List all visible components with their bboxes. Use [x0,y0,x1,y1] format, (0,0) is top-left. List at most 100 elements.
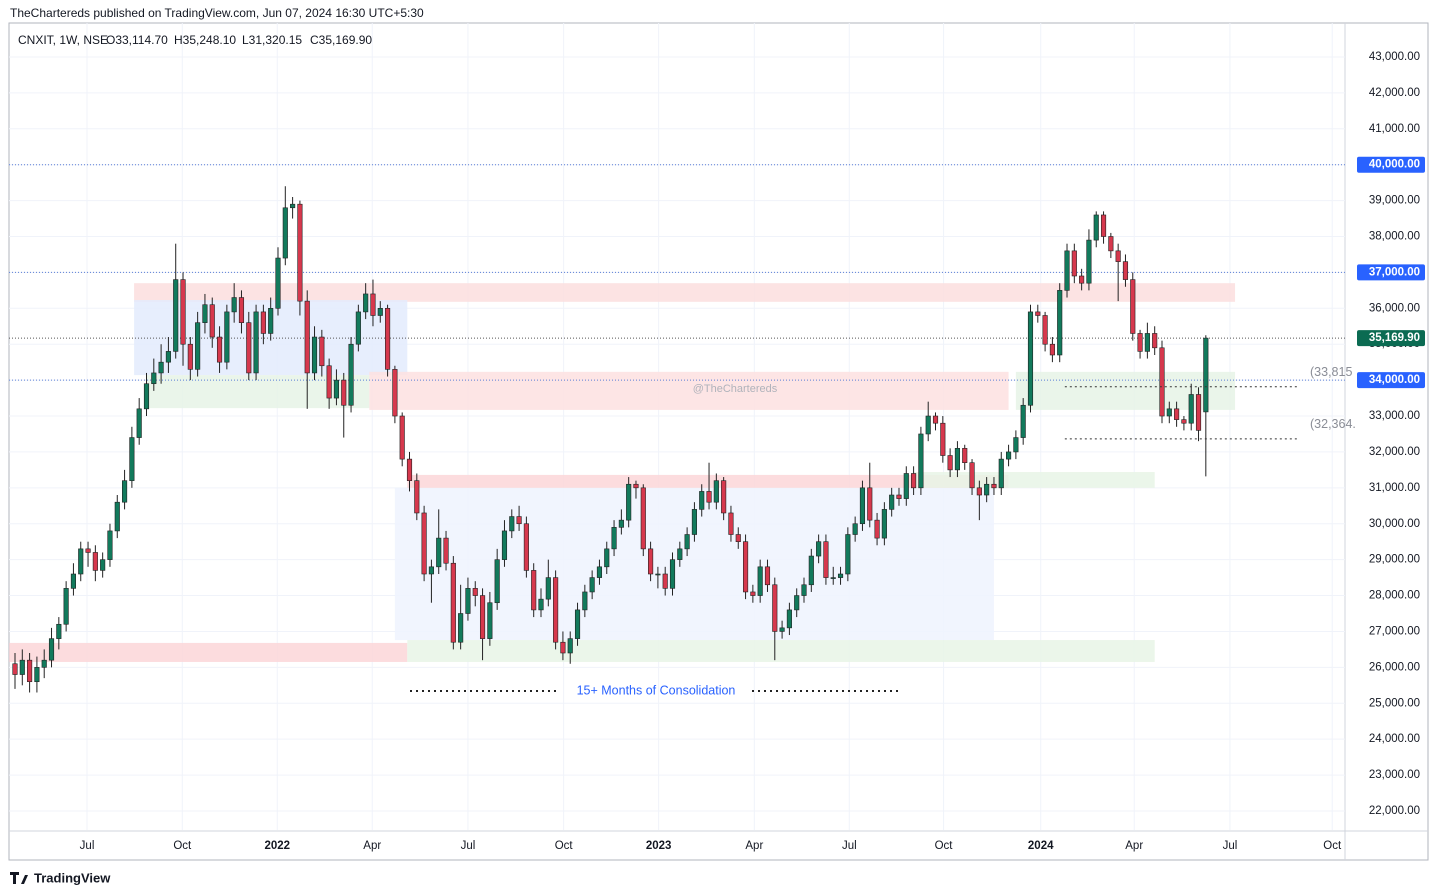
y-tick-label: 24,000.00 [1369,733,1420,745]
candle-body [538,598,544,611]
candle-body [428,566,434,575]
candle-body [1079,275,1085,284]
candle-body [903,473,909,499]
candle-body [896,494,902,499]
candle-body [1093,214,1099,241]
candle-body [1115,250,1121,262]
candle-body [487,602,493,639]
candle-body [246,322,252,374]
candle-body [1027,311,1034,406]
candle-body [859,487,866,525]
candle-body [377,308,383,316]
x-tick-label: Apr [363,840,381,852]
candle-body [516,516,522,525]
price-label-box [1357,330,1425,347]
zone [1015,371,1236,410]
candle-body [1159,347,1165,417]
candle-body [158,361,164,374]
candle-body [940,422,946,456]
candle-body [1049,343,1055,356]
ohlc-high: H35,248.10 [174,33,236,47]
candle-body [501,530,508,560]
price-label-box [1357,264,1425,281]
candle-body [421,512,427,575]
price-label: 37,000.00 [1369,266,1420,278]
candle-body [399,415,405,460]
candle-body [385,308,391,370]
candle-body [231,297,237,313]
candle-body [392,369,398,417]
candle-body [151,372,157,385]
candle-body [589,577,595,593]
y-tick-label: 30,000.00 [1369,518,1420,530]
candle-body [1137,333,1143,352]
zone [134,283,1236,302]
candle-body [297,203,303,302]
candle-body [648,548,654,575]
candle-body [1144,333,1150,352]
candle-body [63,588,69,625]
candle-body [107,530,113,560]
zone [9,642,408,662]
candle-body [750,591,756,596]
y-tick-label: 38,000.00 [1369,231,1420,243]
candle-body [333,379,340,399]
ohlc-open: O33,114.70 [106,33,168,47]
candle-body [19,659,25,675]
candle-body [1130,279,1136,334]
candle-body [195,322,201,370]
candle-body [224,311,230,363]
watermark: @TheChartereds [693,383,778,395]
y-tick-label: 41,000.00 [1369,123,1420,135]
candle-body [662,573,668,589]
candle-body [136,408,142,438]
x-tick-label: Oct [555,840,574,852]
candle-body [779,627,785,632]
candle-body [1108,236,1114,252]
candle-body [48,638,55,661]
y-tick-label: 22,000.00 [1369,805,1420,817]
candle-body [458,613,464,643]
price-label: 35,169.90 [1369,332,1420,344]
y-tick-label: 25,000.00 [1369,697,1420,709]
y-tick-label: 29,000.00 [1369,554,1420,566]
candle-body [450,562,456,643]
candle-body [209,304,215,338]
y-tick-label: 26,000.00 [1369,661,1420,673]
candle-body [684,534,690,550]
candle-body [85,548,91,553]
candle-body [991,483,997,489]
candle-body [523,523,529,571]
candle-body [567,638,573,654]
candle-body [165,351,171,363]
candle-body [976,487,982,496]
candle-body [414,480,420,514]
candle-body [954,448,960,471]
candle-body [801,584,807,596]
candle-body [852,523,858,535]
candle-body [443,537,449,564]
candle-body [699,491,705,510]
candle-body [881,509,887,539]
x-tick-label: 2024 [1028,840,1054,852]
candle-body [998,458,1004,489]
x-tick-label: Jul [842,840,857,852]
candle-body [794,595,800,611]
y-tick-label: 31,000.00 [1369,482,1420,494]
candle-body [1195,394,1202,431]
candle-body [341,379,347,406]
candle-body [253,311,259,374]
price-label: 40,000.00 [1369,159,1420,171]
candle-body [837,573,844,578]
price-label-box [1357,156,1425,173]
candle-body [238,297,245,323]
candle-body [436,537,442,568]
candle-body [545,577,551,600]
x-tick-label: Oct [173,840,192,852]
candle-body [12,663,18,675]
level-label: (32,364. [1310,417,1356,431]
candle-body [691,509,697,535]
candle-body [1042,315,1048,345]
candle-body [275,257,281,309]
candle-body [721,480,727,514]
